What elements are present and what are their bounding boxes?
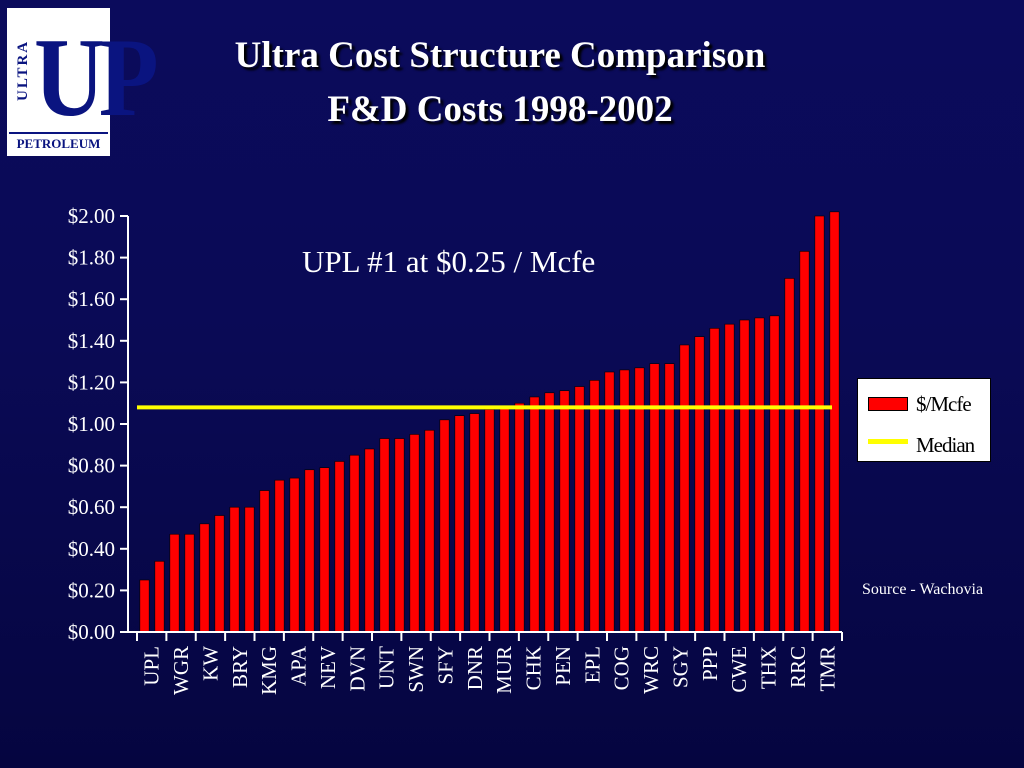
bars — [139, 211, 840, 633]
bar-30 — [589, 380, 600, 633]
bar-13 — [334, 461, 345, 633]
x-category-label-wgr: WGR — [169, 646, 193, 695]
y-tick-label-0: $0.00 — [68, 620, 115, 644]
y-tick-label-6: $1.20 — [68, 370, 115, 394]
bar-35 — [664, 363, 675, 633]
bar-19 — [424, 429, 435, 633]
bar-26 — [529, 396, 540, 633]
x-category-label-apa: APA — [287, 645, 311, 686]
x-category-label-thx: THX — [757, 646, 781, 689]
bar-36 — [679, 344, 690, 633]
bar-10 — [289, 477, 300, 633]
bar-45 — [814, 215, 825, 633]
bar-44 — [799, 251, 810, 633]
bar-6 — [229, 506, 240, 633]
bar-20 — [439, 419, 450, 633]
bar-14 — [349, 454, 360, 633]
x-category-label-chk: CHK — [522, 646, 546, 690]
x-category-label-dnr: DNR — [463, 646, 487, 690]
bar-23 — [484, 409, 495, 633]
bar-42 — [769, 315, 780, 633]
bar-39 — [724, 323, 735, 633]
x-category-label-sfy: SFY — [433, 646, 457, 685]
y-tick-label-7: $1.40 — [68, 329, 115, 353]
x-category-label-tmr: TMR — [815, 646, 839, 692]
bar-41 — [754, 317, 765, 633]
y-tick-label-9: $1.80 — [68, 246, 115, 270]
bar-28 — [559, 390, 570, 633]
x-category-label-ppp: PPP — [698, 646, 722, 681]
x-category-label-cwe: CWE — [727, 646, 751, 693]
bar-46 — [829, 211, 840, 633]
x-category-label-swn: SWN — [404, 646, 428, 693]
bar-15 — [364, 448, 375, 633]
y-tick-label-4: $0.80 — [68, 454, 115, 478]
bar-17 — [394, 438, 405, 633]
bar-0 — [139, 579, 150, 633]
y-tick-label-1: $0.20 — [68, 578, 115, 602]
chart-subtitle: F&D Costs 1998-2002 — [327, 89, 673, 130]
bar-43 — [784, 278, 795, 633]
x-category-label-wrc: WRC — [639, 646, 663, 694]
logo-petroleum-text: PETROLEUM — [9, 132, 108, 154]
y-tick-label-10: $2.00 — [68, 204, 115, 228]
legend-label-median: Median — [916, 433, 975, 457]
bar-4 — [199, 523, 210, 633]
bar-18 — [409, 434, 420, 633]
x-category-label-rrc: RRC — [786, 646, 810, 688]
x-category-label-unt: UNT — [375, 646, 399, 689]
bar-37 — [694, 336, 705, 633]
x-category-label-sgy: SGY — [668, 646, 692, 688]
bar-22 — [469, 413, 480, 633]
bar-25 — [514, 402, 525, 633]
bar-2 — [169, 533, 180, 633]
bar-7 — [244, 506, 255, 633]
legend: $/Mcfe Median — [857, 378, 991, 462]
legend-median-swatch — [868, 439, 908, 444]
x-category-label-upl: UPL — [140, 646, 164, 686]
x-category-label-epl: EPL — [580, 646, 604, 683]
bar-8 — [259, 490, 270, 633]
chart-title: Ultra Cost Structure Comparison — [234, 35, 766, 76]
bar-24 — [499, 407, 510, 633]
bar-29 — [574, 386, 585, 633]
y-tick-label-5: $1.00 — [68, 412, 115, 436]
bar-12 — [319, 467, 330, 633]
bar-21 — [454, 415, 465, 633]
bar-38 — [709, 328, 720, 633]
bar-31 — [604, 371, 615, 633]
x-category-label-kmg: KMG — [257, 646, 281, 695]
annotation-text: UPL #1 at $0.25 / Mcfe — [302, 244, 596, 279]
bar-16 — [379, 438, 390, 633]
y-tick-label-3: $0.60 — [68, 495, 115, 519]
axes: $0.00 $0.20 $0.40 $0.60 $0.80 $1.00 $1.20 $1.40… — [68, 204, 843, 695]
bar-34 — [649, 363, 660, 633]
bar-3 — [184, 533, 195, 633]
source-note: Source - Wachovia — [862, 581, 984, 598]
legend-label-mcfe: $/Mcfe — [916, 392, 972, 416]
x-category-label-nev: NEV — [316, 646, 340, 689]
bar-27 — [544, 392, 555, 633]
x-category-label-cog: COG — [610, 646, 634, 690]
x-category-label-pen: PEN — [551, 646, 575, 686]
bar-11 — [304, 469, 315, 633]
bar-5 — [214, 515, 225, 633]
bar-1 — [154, 560, 165, 633]
legend-bar-swatch — [868, 397, 908, 411]
x-category-label-mur: MUR — [492, 646, 516, 694]
y-tick-label-2: $0.40 — [68, 537, 115, 561]
x-category-label-bry: BRY — [228, 646, 252, 688]
bar-9 — [274, 479, 285, 633]
x-category-label-kw: KW — [198, 646, 222, 681]
y-tick-label-8: $1.60 — [68, 287, 115, 311]
x-category-label-dvn: DVN — [345, 646, 369, 692]
bar-40 — [739, 319, 750, 633]
